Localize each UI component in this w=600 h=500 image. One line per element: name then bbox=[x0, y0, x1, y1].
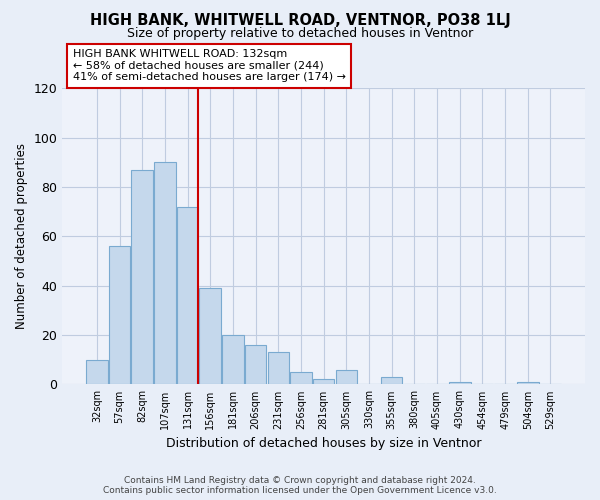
Bar bbox=[381, 377, 403, 384]
Bar bbox=[245, 345, 266, 385]
Bar bbox=[517, 382, 539, 384]
Text: Size of property relative to detached houses in Ventnor: Size of property relative to detached ho… bbox=[127, 28, 473, 40]
Text: HIGH BANK WHITWELL ROAD: 132sqm
← 58% of detached houses are smaller (244)
41% o: HIGH BANK WHITWELL ROAD: 132sqm ← 58% of… bbox=[73, 50, 346, 82]
Bar bbox=[177, 207, 199, 384]
Text: HIGH BANK, WHITWELL ROAD, VENTNOR, PO38 1LJ: HIGH BANK, WHITWELL ROAD, VENTNOR, PO38 … bbox=[89, 12, 511, 28]
Bar bbox=[109, 246, 130, 384]
Bar bbox=[222, 335, 244, 384]
Text: Contains HM Land Registry data © Crown copyright and database right 2024.
Contai: Contains HM Land Registry data © Crown c… bbox=[103, 476, 497, 495]
Bar bbox=[313, 380, 334, 384]
Bar bbox=[154, 162, 176, 384]
Bar bbox=[449, 382, 470, 384]
Bar bbox=[86, 360, 107, 384]
Bar bbox=[268, 352, 289, 384]
Bar bbox=[290, 372, 312, 384]
Bar bbox=[199, 288, 221, 384]
Y-axis label: Number of detached properties: Number of detached properties bbox=[15, 144, 28, 330]
X-axis label: Distribution of detached houses by size in Ventnor: Distribution of detached houses by size … bbox=[166, 437, 481, 450]
Bar bbox=[131, 170, 153, 384]
Bar bbox=[335, 370, 357, 384]
